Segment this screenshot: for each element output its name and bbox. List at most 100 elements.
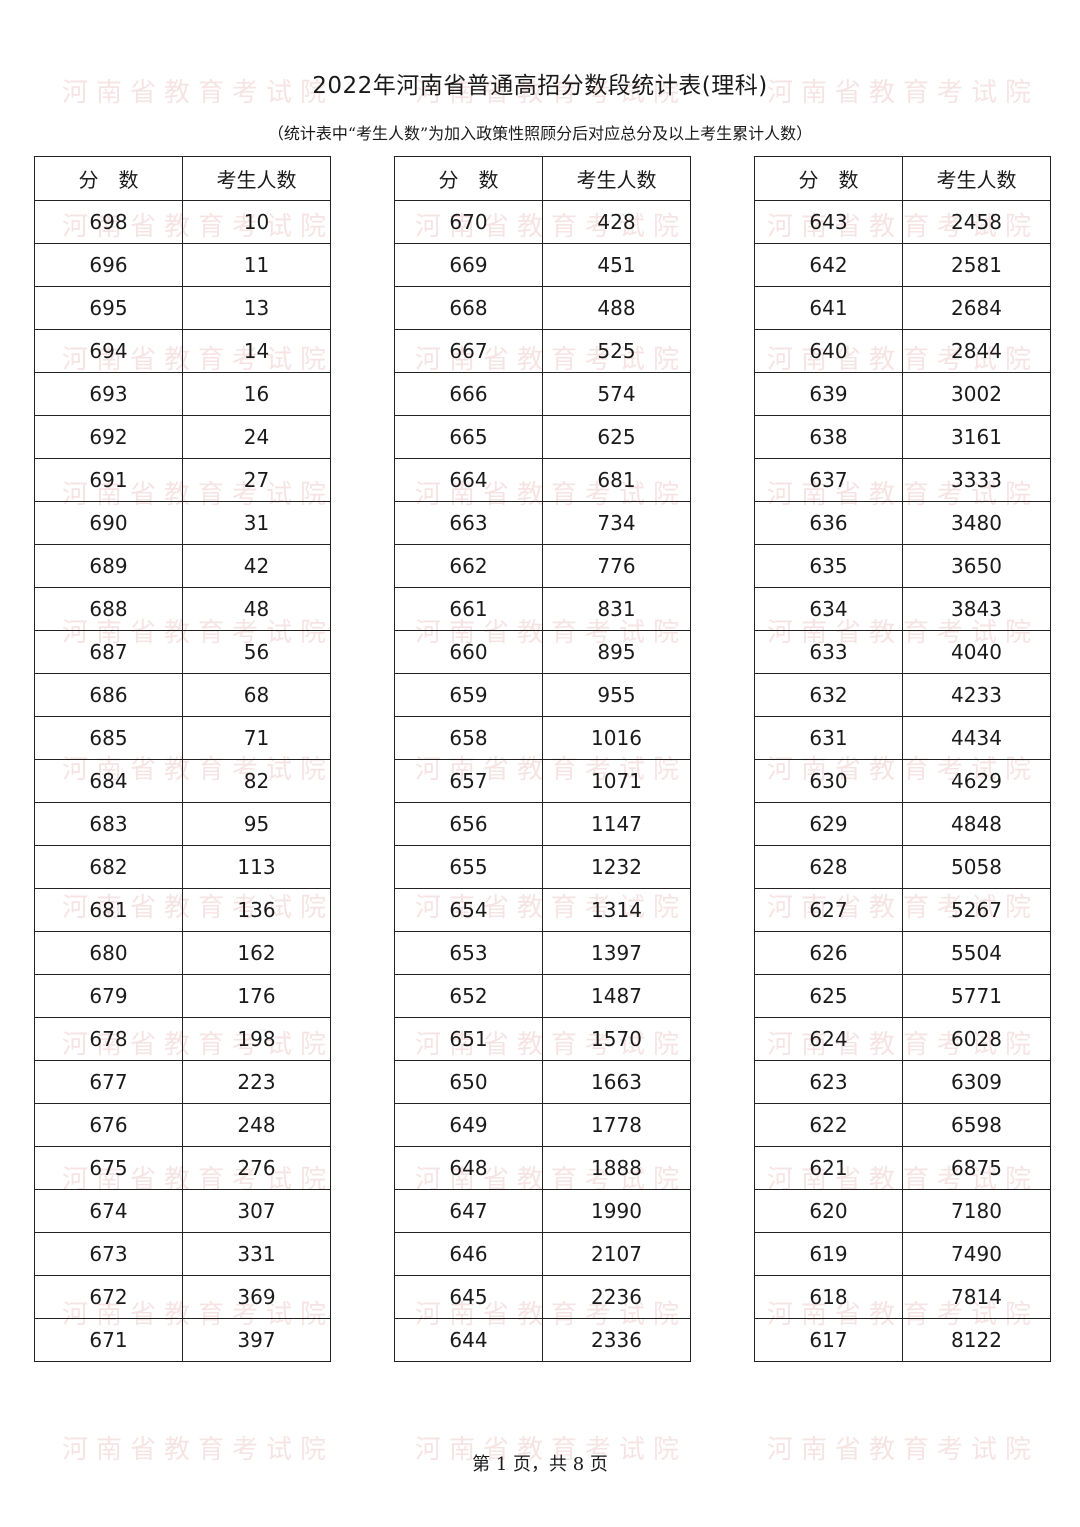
score-cell: 645 — [394, 1275, 543, 1319]
count-cell: 82 — [182, 759, 331, 803]
score-cell: 618 — [754, 1275, 903, 1319]
score-cell: 656 — [394, 802, 543, 846]
count-cell: 2844 — [901, 329, 1052, 373]
score-cell: 661 — [394, 587, 543, 631]
count-cell: 7814 — [901, 1275, 1052, 1319]
count-cell: 6028 — [901, 1017, 1052, 1061]
score-cell: 637 — [754, 458, 903, 502]
count-cell: 68 — [182, 673, 331, 717]
score-cell: 630 — [754, 759, 903, 803]
score-cell: 621 — [754, 1146, 903, 1190]
table-row: 677 223 — [34, 1060, 331, 1104]
table-row: 696 11 — [34, 243, 331, 287]
header-count: 考生人数 — [901, 156, 1052, 201]
table-row: 656 1147 — [394, 802, 692, 846]
table-row: 635 3650 — [754, 544, 1052, 588]
table-row: 647 1990 — [394, 1189, 692, 1233]
table-row: 655 1232 — [394, 845, 692, 889]
table-row: 651 1570 — [394, 1017, 692, 1061]
count-cell: 162 — [182, 931, 331, 975]
score-cell: 622 — [754, 1103, 903, 1147]
header-count: 考生人数 — [182, 156, 331, 201]
score-cell: 692 — [34, 415, 183, 459]
score-cell: 623 — [754, 1060, 903, 1104]
score-cell: 617 — [754, 1318, 903, 1362]
count-cell: 223 — [182, 1060, 331, 1104]
score-cell: 628 — [754, 845, 903, 889]
table-row: 673 331 — [34, 1232, 331, 1276]
count-cell: 7180 — [901, 1189, 1052, 1233]
table-row: 663 734 — [394, 501, 692, 545]
score-cell: 677 — [34, 1060, 183, 1104]
table-row: 650 1663 — [394, 1060, 692, 1104]
count-cell: 1232 — [541, 845, 692, 889]
table-row: 632 4233 — [754, 673, 1052, 717]
score-cell: 689 — [34, 544, 183, 588]
table-row: 669 451 — [394, 243, 692, 287]
table-row: 693 16 — [34, 372, 331, 416]
page-title: 2022年河南省普通高招分数段统计表(理科) — [312, 73, 768, 99]
score-cell: 635 — [754, 544, 903, 588]
score-cell: 683 — [34, 802, 183, 846]
score-cell: 693 — [34, 372, 183, 416]
table-row: 690 31 — [34, 501, 331, 545]
count-cell: 3843 — [901, 587, 1052, 631]
table-row: 694 14 — [34, 329, 331, 373]
table-row: 680 162 — [34, 931, 331, 975]
count-cell: 776 — [541, 544, 692, 588]
score-cell: 684 — [34, 759, 183, 803]
table-row: 633 4040 — [754, 630, 1052, 674]
score-cell: 682 — [34, 845, 183, 889]
count-cell: 1397 — [541, 931, 692, 975]
table-row: 640 2844 — [754, 329, 1052, 373]
count-cell: 451 — [541, 243, 692, 287]
header-score: 分 数 — [394, 156, 543, 201]
table-row: 671 397 — [34, 1318, 331, 1362]
score-cell: 653 — [394, 931, 543, 975]
count-cell: 71 — [182, 716, 331, 760]
score-cell: 651 — [394, 1017, 543, 1061]
table-row: 682 113 — [34, 845, 331, 889]
table-row: 637 3333 — [754, 458, 1052, 502]
score-cell: 676 — [34, 1103, 183, 1147]
table-row: 645 2236 — [394, 1275, 692, 1319]
count-cell: 1071 — [541, 759, 692, 803]
count-cell: 95 — [182, 802, 331, 846]
score-cell: 654 — [394, 888, 543, 932]
table-row: 649 1778 — [394, 1103, 692, 1147]
count-cell: 3480 — [901, 501, 1052, 545]
table-row: 631 4434 — [754, 716, 1052, 760]
header-score: 分 数 — [34, 156, 183, 201]
score-cell: 620 — [754, 1189, 903, 1233]
table-row: 689 42 — [34, 544, 331, 588]
count-cell: 1016 — [541, 716, 692, 760]
count-cell: 6875 — [901, 1146, 1052, 1190]
score-cell: 695 — [34, 286, 183, 330]
count-cell: 5771 — [901, 974, 1052, 1018]
count-cell: 2336 — [541, 1318, 692, 1362]
count-cell: 4233 — [901, 673, 1052, 717]
table-row: 652 1487 — [394, 974, 692, 1018]
table-row: 684 82 — [34, 759, 331, 803]
count-cell: 6309 — [901, 1060, 1052, 1104]
table-row: 685 71 — [34, 716, 331, 760]
score-cell: 669 — [394, 243, 543, 287]
score-table-2: 分 数 考生人数 670 428 669 451 668 488 667 525 666 574 6… — [394, 156, 692, 1362]
score-table-3: 分 数 考生人数 643 2458 642 2581 641 2684 640 2844 639… — [754, 156, 1052, 1362]
score-cell: 681 — [34, 888, 183, 932]
count-cell: 48 — [182, 587, 331, 631]
score-cell: 678 — [34, 1017, 183, 1061]
score-cell: 642 — [754, 243, 903, 287]
table-row: 678 198 — [34, 1017, 331, 1061]
count-cell: 1570 — [541, 1017, 692, 1061]
table-row: 674 307 — [34, 1189, 331, 1233]
table-row: 695 13 — [34, 286, 331, 330]
score-cell: 698 — [34, 200, 183, 244]
score-table-1: 分 数 考生人数 698 10 696 11 695 13 694 14 693 16 692 24 6… — [34, 156, 331, 1362]
score-cell: 663 — [394, 501, 543, 545]
table-row: 676 248 — [34, 1103, 331, 1147]
table-row: 692 24 — [34, 415, 331, 459]
count-cell: 1663 — [541, 1060, 692, 1104]
score-cell: 644 — [394, 1318, 543, 1362]
count-cell: 8122 — [901, 1318, 1052, 1362]
